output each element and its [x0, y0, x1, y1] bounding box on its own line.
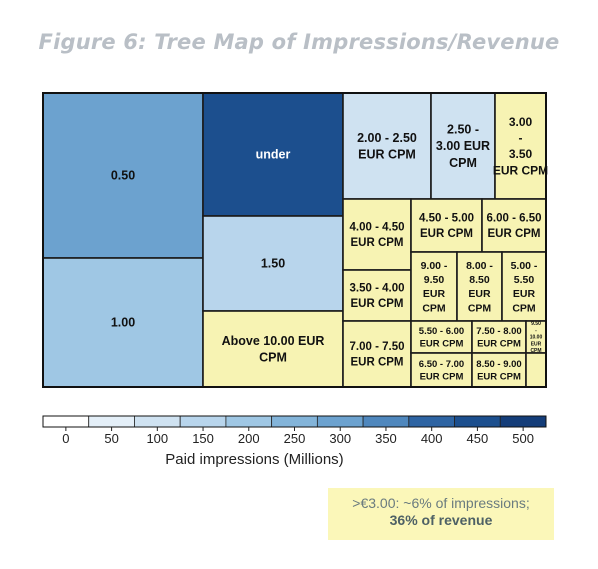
treemap-cell-label: 7.50 - 8.00 EUR CPM [476, 326, 521, 350]
colorbar-segment [179, 415, 227, 428]
colorbar-tick-label: 200 [238, 431, 260, 446]
treemap-cell: 8.50 - 9.00 EUR CPM [471, 352, 527, 388]
treemap-cell-label: 2.50 -3.00 EUR CPM [436, 122, 490, 170]
treemap-cell-label: 5.00 -5.50 EUR CPM [511, 260, 538, 315]
colorbar-segment [88, 415, 135, 428]
colorbar-tick-label: 150 [192, 431, 214, 446]
treemap-cell: Above 10.00 EUR CPM [202, 310, 344, 388]
treemap-cell-label: Above 10.00 EUR CPM [222, 334, 325, 365]
treemap-cell-rect [481, 198, 547, 253]
treemap-cell-rect [42, 257, 204, 388]
colorbar-segment [225, 415, 273, 428]
colorbar-segment [134, 415, 181, 428]
treemap-cell: 1.50 [202, 215, 344, 312]
revenue-note: >€3.00: ~6% of impressions; 36% of reven… [328, 488, 554, 540]
treemap-cell-label: 8.00 -8.50 EUR CPM [466, 260, 493, 315]
treemap-cell: 9.50 -10.00 EUR CPM [525, 320, 547, 354]
treemap-cell-rect [410, 198, 483, 253]
treemap-cell-label: 1.50 [261, 257, 285, 271]
treemap-cell: 8.00 -8.50 EUR CPM [456, 251, 503, 322]
colorbar-segment [499, 415, 547, 428]
treemap-cell-label: 7.00 - 7.50 EUR CPM [350, 341, 405, 369]
treemap-cell: 2.00 - 2.50 EUR CPM [342, 92, 432, 200]
treemap-cell: 3.00 -3.50 EUR CPM [493, 92, 548, 200]
colorbar-segment [362, 415, 410, 428]
treemap-cell-label: 9.50 -10.00 EUR CPM [530, 321, 543, 354]
treemap-cell-label: 4.50 - 5.00 EUR CPM [419, 213, 474, 241]
treemap-cell-rect [501, 251, 547, 322]
treemap-cell-rect [342, 320, 412, 388]
colorbar-segment [316, 415, 364, 428]
treemap-cell: 4.50 - 5.00 EUR CPM [410, 198, 483, 253]
colorbar-tick-label: 100 [146, 431, 168, 446]
colorbar-tick-label: 400 [421, 431, 443, 446]
treemap-cells: 0.50 1.00 under 1.50 Above 10.00 EUR CPM 2.00 … [42, 92, 548, 388]
treemap-cell-rect [410, 251, 458, 322]
colorbar-axis-label: Paid impressions (Millions) [165, 451, 343, 468]
treemap-cell-label: 9.00 -9.50 EUR CPM [421, 260, 448, 315]
treemap-frame [42, 92, 547, 388]
treemap-cell-label: 2.00 - 2.50 EUR CPM [357, 131, 417, 162]
treemap-cell-label: 5.50 - 6.00 EUR CPM [419, 326, 464, 350]
note-line-1: >€3.00: ~6% of impressions; [352, 495, 530, 511]
treemap-cell-label: 6.00 - 6.50 EUR CPM [487, 213, 542, 241]
treemap-cell: 7.50 - 8.00 EUR CPM [471, 320, 527, 354]
treemap-chart: 0.50 1.00 under 1.50 Above 10.00 EUR CPM 2.00 … [42, 92, 548, 468]
treemap-cell: 0.50 [42, 92, 204, 259]
colorbar-tick-label: 0 [62, 431, 69, 446]
treemap-cell: 5.50 - 6.00 EUR CPM [410, 320, 473, 354]
note-line-2: 36% of revenue [389, 512, 493, 528]
treemap-cell-label: 1.00 [111, 316, 135, 330]
colorbar-segment [454, 415, 501, 428]
treemap-cell: 2.50 -3.00 EUR CPM [430, 92, 496, 200]
colorbar-tick-label: 250 [284, 431, 306, 446]
treemap-cell-rect [42, 92, 204, 259]
treemap-cell-rect [342, 92, 432, 200]
colorbar-segment [42, 415, 90, 428]
treemap-cell: 5.00 -5.50 EUR CPM [501, 251, 547, 322]
colorbar: 0 50 100 150 200 250 300 350 400 450 500 Paid impre… [42, 415, 547, 468]
colorbar-tick-label: 300 [329, 431, 351, 446]
colorbar-tick-label: 500 [512, 431, 534, 446]
colorbar-segment [408, 415, 455, 428]
colorbar-tick-label: 350 [375, 431, 397, 446]
treemap-cell: 9.00 -9.50 EUR CPM [410, 251, 458, 322]
treemap-cell-rect [525, 352, 547, 388]
treemap-cell-rect [342, 198, 412, 271]
treemap-cell-rect [494, 92, 547, 200]
treemap-cell: 6.00 - 6.50 EUR CPM [481, 198, 547, 253]
colorbar-tick-label: 450 [467, 431, 489, 446]
treemap-cell: under [202, 92, 344, 217]
treemap-cell-rect [202, 92, 344, 217]
treemap-cell-label: 3.00 -3.50 EUR CPM [493, 115, 548, 178]
treemap-cell-label: under [256, 148, 291, 162]
treemap-cell-rect [202, 310, 344, 388]
treemap-cell-label: 6.50 - 7.00 EUR CPM [419, 359, 464, 383]
treemap-cell [525, 352, 547, 388]
treemap-cell-label: 4.00 - 4.50 EUR CPM [350, 222, 405, 250]
figure-title: Figure 6: Tree Map of Impressions/Revenu… [38, 30, 560, 54]
treemap-cell-label: 8.50 - 9.00 EUR CPM [476, 359, 521, 383]
treemap-cell: 1.00 [42, 257, 204, 388]
colorbar-segment [271, 415, 318, 428]
treemap-cell: 4.00 - 4.50 EUR CPM [342, 198, 412, 271]
treemap-cell-label: 3.50 - 4.00 EUR CPM [350, 283, 405, 311]
treemap-cell: 7.00 - 7.50 EUR CPM [342, 320, 412, 388]
colorbar-tick-label: 50 [104, 431, 118, 446]
treemap-cell: 6.50 - 7.00 EUR CPM [410, 352, 473, 388]
treemap-cell-rect [342, 269, 412, 322]
treemap-cell: 3.50 - 4.00 EUR CPM [342, 269, 412, 322]
treemap-cell-label: 0.50 [111, 169, 135, 183]
